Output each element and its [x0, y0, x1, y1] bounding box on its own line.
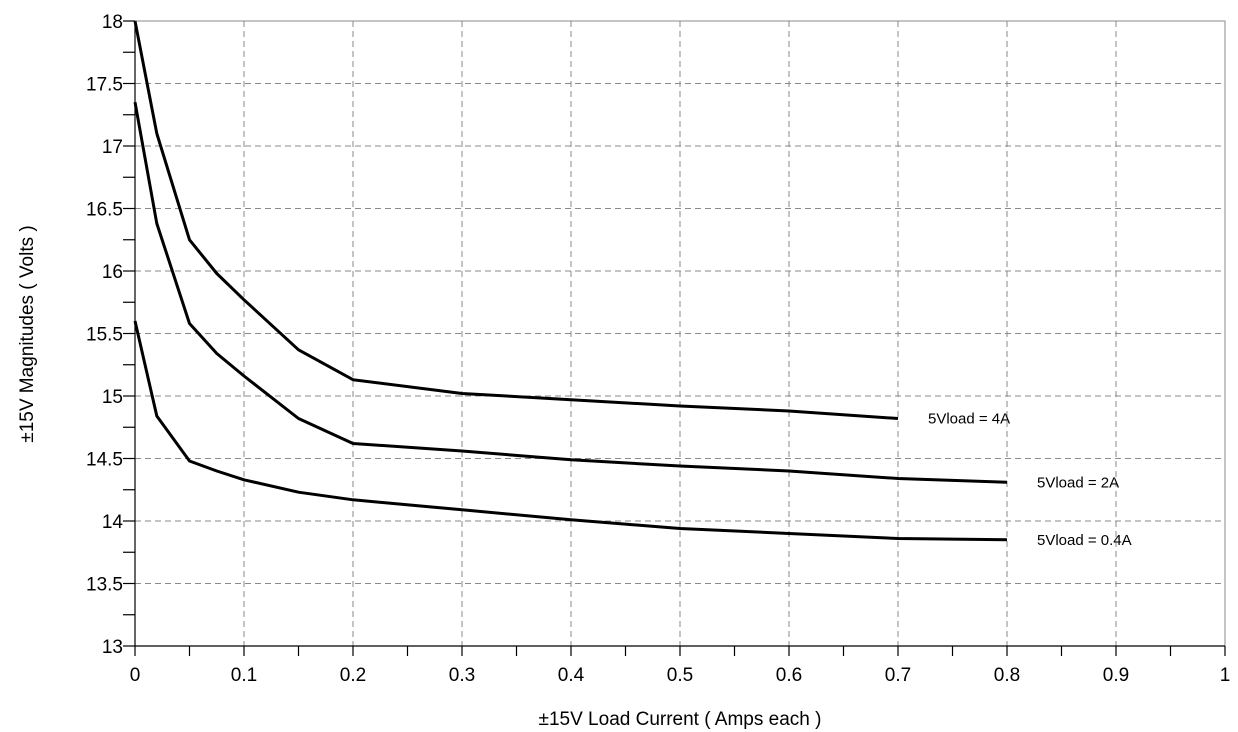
x-tick-label: 0.6	[776, 665, 802, 686]
y-tick-label: 16	[102, 262, 123, 283]
y-tick-label: 14	[102, 512, 124, 533]
axes: 13 13.5 14 14.5 15 15.5 16 16.5 17 17.5 18 0 0.1 0.2 0…	[86, 12, 1230, 686]
x-tick-label: 0	[130, 665, 141, 686]
y-tick-label: 18	[102, 12, 123, 33]
series-labels: 5Vload = 4A 5Vload = 2A 5Vload = 0.4A	[928, 411, 1132, 549]
y-tick-label: 15	[102, 387, 123, 408]
grid	[134, 20, 1226, 647]
y-tick-label: 17	[102, 137, 123, 158]
y-axis-title: ±15V Magnitudes ( Volts )	[17, 225, 38, 442]
x-tick-label: 0.3	[449, 665, 475, 686]
x-tick-label: 0.2	[340, 665, 366, 686]
series-label: 5Vload = 2A	[1037, 474, 1119, 491]
y-tick-label: 17.5	[86, 75, 123, 96]
series-label: 5Vload = 0.4A	[1037, 532, 1132, 549]
y-tick-label: 13	[102, 637, 123, 658]
series-line	[133, 101, 1008, 484]
x-tick-label: 0.5	[667, 665, 693, 686]
x-tick-label: 0.4	[558, 665, 585, 686]
y-tick-label: 13.5	[86, 575, 123, 596]
x-tick-label: 1	[1220, 665, 1231, 686]
y-tick-label: 14.5	[86, 450, 123, 471]
x-tick-label: 0.7	[885, 665, 911, 686]
series-label: 5Vload = 4A	[928, 411, 1010, 428]
x-tick-label: 0.1	[231, 665, 257, 686]
x-axis-title: ±15V Load Current ( Amps each )	[539, 709, 822, 730]
x-tick-label: 0.8	[994, 665, 1020, 686]
y-tick-label: 16.5	[86, 200, 123, 221]
y-tick-label: 15.5	[86, 325, 123, 346]
series-line	[133, 20, 899, 420]
x-tick-label: 0.9	[1103, 665, 1129, 686]
series-lines	[133, 20, 1008, 542]
series-line	[133, 320, 1008, 542]
